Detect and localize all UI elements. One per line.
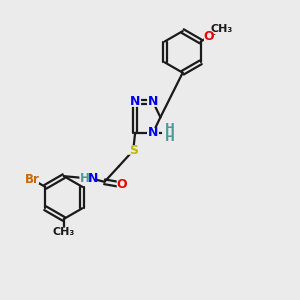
FancyBboxPatch shape [55, 228, 73, 237]
Text: O: O [116, 178, 127, 191]
Text: CH₃: CH₃ [211, 24, 233, 34]
FancyBboxPatch shape [117, 179, 127, 189]
Text: N: N [130, 95, 140, 108]
FancyBboxPatch shape [147, 97, 159, 107]
FancyBboxPatch shape [162, 125, 180, 141]
FancyBboxPatch shape [129, 97, 141, 107]
FancyBboxPatch shape [80, 174, 97, 184]
Text: S: S [129, 143, 138, 157]
Text: O: O [204, 30, 214, 43]
Text: H: H [80, 172, 89, 185]
Text: N: N [148, 95, 158, 108]
FancyBboxPatch shape [128, 145, 140, 155]
FancyBboxPatch shape [147, 128, 159, 138]
Text: N: N [87, 172, 98, 185]
FancyBboxPatch shape [25, 174, 39, 184]
Text: N: N [148, 126, 158, 139]
Text: H: H [164, 131, 174, 144]
Text: Br: Br [25, 172, 39, 186]
Text: H: H [164, 122, 174, 135]
FancyBboxPatch shape [204, 32, 214, 41]
FancyBboxPatch shape [212, 25, 232, 34]
Text: CH₃: CH₃ [53, 227, 75, 237]
